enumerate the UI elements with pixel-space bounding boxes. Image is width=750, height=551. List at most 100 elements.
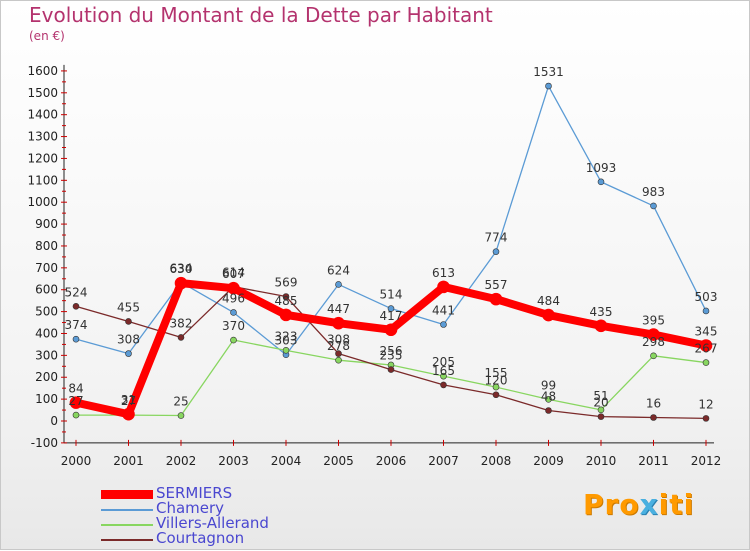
data-label-sermiers: 613 (432, 266, 455, 280)
data-point-courtagnon (597, 413, 605, 420)
y-tick-label: 200 (35, 370, 58, 384)
data-point-villers-allerand (545, 396, 552, 403)
data-point-chamery (387, 305, 395, 312)
x-tick-label: 2007 (428, 454, 459, 468)
legend-label: Courtagnon (156, 529, 245, 547)
data-point-sermiers (384, 323, 398, 337)
data-point-chamery (230, 309, 237, 316)
y-tick-label: 400 (35, 326, 58, 340)
data-point-sermiers (699, 339, 713, 352)
x-tick-label: 2004 (271, 454, 302, 468)
data-label-villers-allerand: 278 (327, 339, 350, 353)
data-label-courtagnon: 120 (485, 374, 508, 388)
data-label-sermiers: 485 (275, 294, 298, 308)
data-point-chamery (597, 178, 605, 186)
y-tick-label: 100 (35, 392, 58, 406)
data-point-villers-allerand (702, 359, 710, 366)
data-point-sermiers (437, 280, 450, 294)
data-label-chamery: 774 (485, 231, 508, 245)
x-tick-label: 2002 (166, 454, 197, 468)
legend-swatch (101, 538, 153, 541)
data-point-chamery (440, 321, 447, 328)
y-tick-label: 1000 (27, 195, 58, 209)
data-point-courtagnon (282, 293, 290, 300)
data-point-chamery (125, 350, 132, 357)
data-point-chamery (72, 335, 80, 343)
data-label-villers-allerand: 155 (485, 366, 508, 380)
data-label-sermiers: 607 (222, 267, 245, 281)
data-point-villers-allerand (650, 352, 657, 360)
data-label-courtagnon: 614 (222, 266, 245, 280)
legend-label: Chamery (156, 499, 225, 517)
data-label-chamery: 983 (642, 185, 665, 199)
data-label-sermiers: 345 (695, 325, 718, 339)
data-point-courtagnon (72, 303, 80, 310)
data-label-villers-allerand: 323 (275, 329, 298, 343)
x-tick-label: 2012 (691, 454, 722, 468)
data-label-chamery: 1093 (586, 161, 617, 175)
data-label-courtagnon: 235 (380, 349, 403, 363)
data-label-courtagnon: 455 (117, 300, 140, 314)
x-tick-label: 2009 (533, 454, 564, 468)
data-label-chamery: 1531 (533, 65, 564, 79)
data-label-courtagnon: 16 (646, 396, 661, 410)
legend-label: Villers-Allerand (156, 514, 269, 532)
x-tick-label: 2010 (586, 454, 617, 468)
x-tick-label: 2000 (61, 454, 92, 468)
x-tick-label: 2006 (376, 454, 407, 468)
data-label-villers-allerand: 99 (541, 378, 556, 392)
data-label-chamery: 308 (117, 333, 140, 347)
data-point-villers-allerand (492, 383, 500, 391)
y-tick-label: 300 (35, 348, 58, 362)
data-point-courtagnon (177, 334, 185, 341)
data-label-villers-allerand: 298 (642, 335, 665, 349)
data-point-sermiers (332, 316, 345, 330)
legend-swatch (101, 508, 153, 511)
data-point-sermiers (542, 308, 555, 322)
data-point-courtagnon (125, 318, 132, 325)
legend-swatch (101, 523, 153, 526)
y-tick-label: 1500 (27, 86, 58, 100)
data-label-villers-allerand: 205 (432, 355, 455, 369)
data-label-chamery: 514 (380, 288, 403, 302)
proxiti-logo: Proxiti (583, 488, 695, 521)
data-label-villers-allerand: 27 (121, 394, 136, 408)
data-point-courtagnon (702, 415, 710, 422)
data-point-courtagnon (387, 366, 395, 373)
y-tick-label: 1600 (27, 64, 58, 78)
data-label-courtagnon: 48 (541, 389, 556, 403)
data-label-villers-allerand: 370 (222, 319, 245, 333)
data-point-chamery (545, 82, 552, 90)
data-point-chamery (650, 202, 657, 210)
data-label-courtagnon: 12 (698, 397, 713, 411)
data-point-villers-allerand (282, 347, 290, 354)
data-label-sermiers: 484 (537, 294, 560, 308)
legend-swatch (101, 490, 153, 499)
data-label-chamery: 503 (695, 290, 718, 304)
data-point-courtagnon (650, 414, 657, 421)
chart-title: Evolution du Montant de la Dette par Hab… (29, 3, 493, 27)
data-point-courtagnon (335, 350, 342, 357)
data-point-courtagnon (545, 407, 552, 414)
data-label-sermiers: 31 (121, 393, 136, 407)
data-label-villers-allerand: 51 (593, 389, 608, 403)
legend-label: SERMIERS (156, 484, 233, 502)
y-tick-label: 1200 (27, 151, 58, 165)
data-label-villers-allerand: 267 (695, 342, 718, 356)
data-label-sermiers: 447 (327, 302, 350, 316)
data-label-chamery: 496 (222, 291, 245, 305)
data-label-sermiers: 557 (485, 278, 508, 292)
data-point-courtagnon (440, 381, 447, 389)
data-point-villers-allerand (230, 336, 237, 344)
data-label-sermiers: 630 (170, 262, 193, 276)
data-point-sermiers (647, 328, 660, 341)
data-point-sermiers (69, 396, 83, 409)
x-tick-label: 2003 (218, 454, 249, 468)
data-label-sermiers: 435 (590, 305, 613, 319)
data-label-chamery: 624 (327, 263, 350, 277)
data-label-courtagnon: 165 (432, 364, 455, 378)
y-tick-label: 600 (35, 283, 58, 297)
x-tick-label: 2005 (323, 454, 354, 468)
